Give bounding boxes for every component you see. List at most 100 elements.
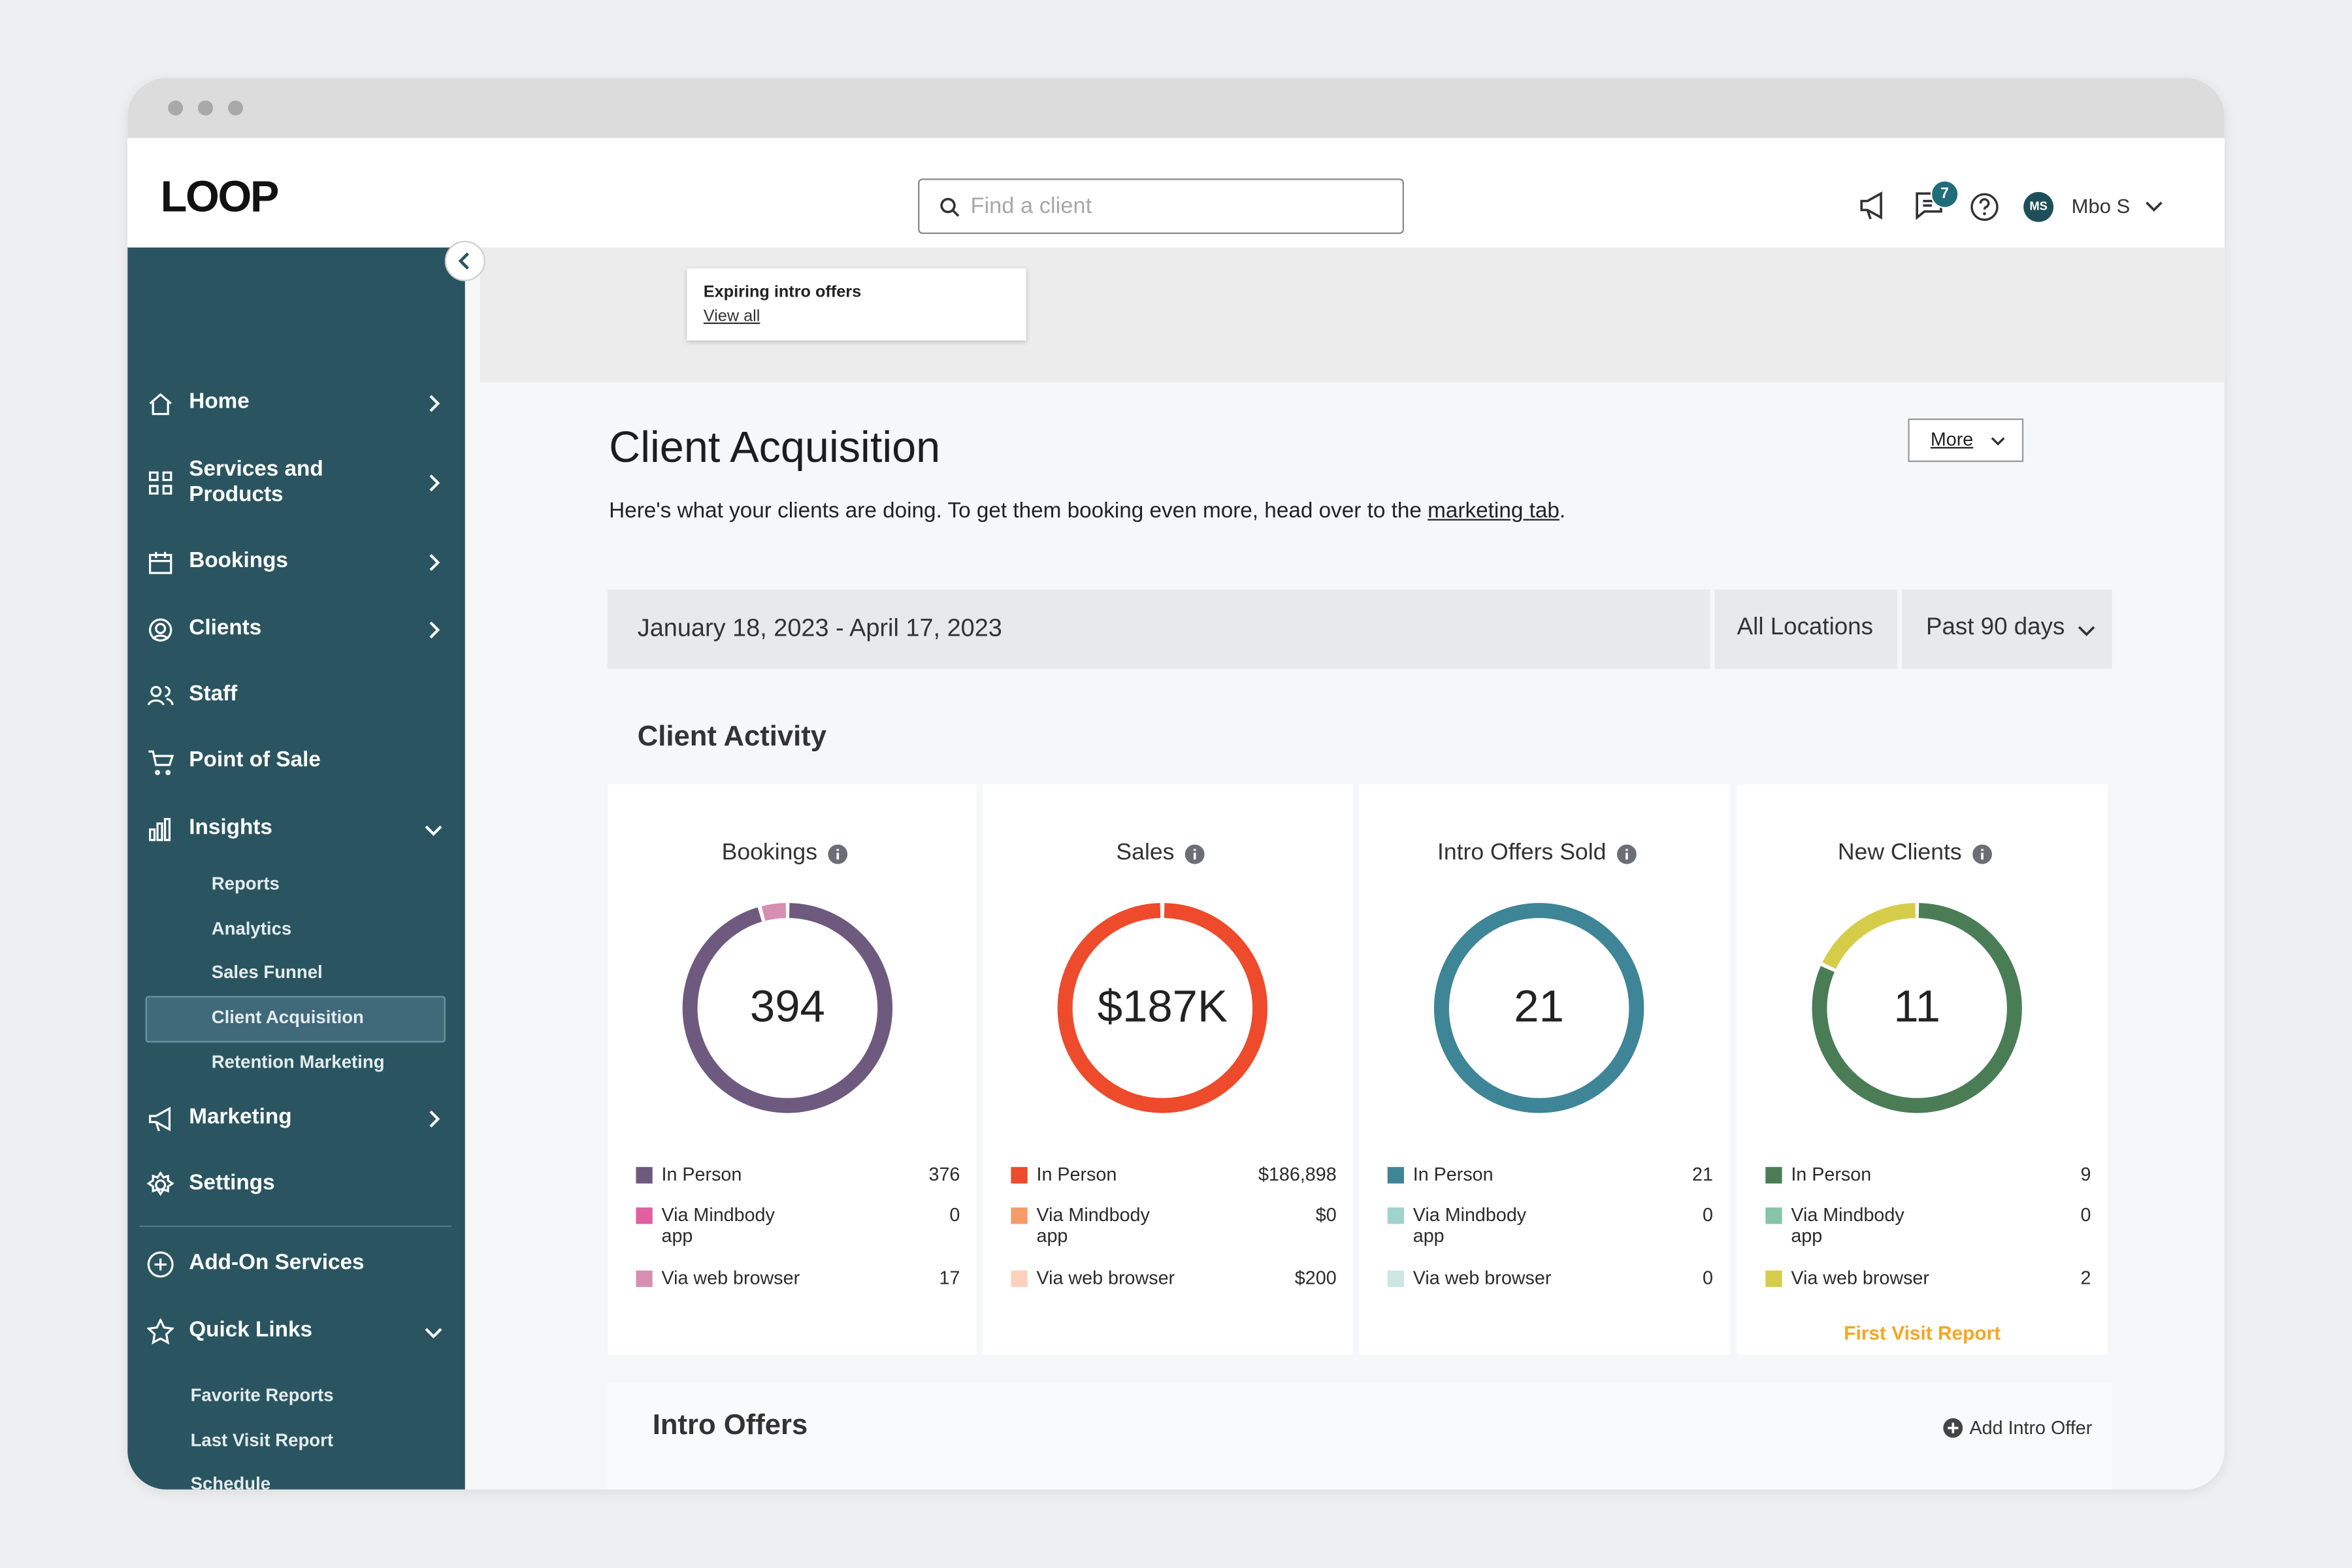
icon-path (148, 1106, 171, 1132)
search-placeholder: Find a client (970, 193, 1092, 220)
period-filter[interactable]: Past 90 days (1902, 589, 2112, 669)
nav-subitem[interactable]: Sales Funnel (211, 961, 323, 983)
nav-icon (148, 471, 172, 495)
nav-subitem[interactable]: Last Visit Report (190, 1429, 334, 1451)
add-intro-offer[interactable]: Add Intro Offer (1969, 1417, 2093, 1439)
user-name[interactable]: Mbo S (2071, 195, 2131, 218)
card-heading: Bookings (600, 840, 969, 867)
nav-item[interactable]: Home (189, 389, 250, 414)
donut-segment (1057, 903, 1268, 1113)
legend-name: Via web browser (1036, 1267, 1175, 1289)
info-icon[interactable] (828, 843, 847, 864)
subtitle-link[interactable]: marketing tab (1428, 499, 1560, 524)
donut-segment (682, 903, 893, 1113)
title-bar (127, 78, 2225, 139)
nav-item[interactable]: Marketing (189, 1105, 292, 1130)
donut-segment (1057, 903, 1268, 1113)
legend-swatch (1011, 1207, 1028, 1224)
legend-swatch (636, 1207, 653, 1224)
card-heading: Sales (975, 840, 1345, 867)
icon-path (149, 618, 172, 642)
legend-swatch (1765, 1207, 1782, 1224)
nav-chevron (425, 825, 442, 836)
chevron-path (429, 474, 440, 492)
info-icon[interactable] (1972, 843, 1992, 864)
intro-title: Intro Offers (652, 1410, 808, 1442)
location-filter[interactable]: All Locations (1714, 589, 1898, 669)
active-highlight (145, 996, 446, 1043)
nav-item[interactable]: Settings (189, 1171, 275, 1196)
legend-value: 17 (939, 1267, 960, 1289)
search-box[interactable]: Find a client (918, 178, 1404, 235)
donut-total: 11 (1893, 982, 1940, 1032)
donut-segment (682, 903, 893, 1113)
legend-name: Via Mindbody app (1791, 1204, 1904, 1247)
info-icon[interactable] (1184, 843, 1205, 864)
icon-path (148, 817, 171, 841)
legend-swatch (1765, 1167, 1782, 1184)
donut-segment (1812, 903, 2022, 1113)
nav-item[interactable]: Bookings (189, 549, 288, 574)
announce-icon[interactable] (1859, 191, 1889, 221)
first-visit-link[interactable]: First Visit Report (1844, 1321, 2001, 1345)
nav-item[interactable]: Add-On Services (189, 1250, 365, 1275)
date-range: January 18, 2023 - April 17, 2023 (637, 615, 1002, 642)
help-icon[interactable] (1970, 192, 2000, 222)
nav-subitem[interactable]: Client Acquisition (211, 1006, 364, 1028)
banner-card: Expiring intro offers View all (687, 268, 1026, 341)
collapse-button[interactable] (442, 238, 487, 284)
nav-subitem[interactable]: Favorite Reports (190, 1384, 334, 1406)
location: All Locations (1737, 615, 1873, 641)
banner-link[interactable]: View all (703, 307, 760, 326)
donut-total: $187K (1097, 982, 1228, 1032)
window: LOOP Find a client 7 MS Mbo S Home Servic… (127, 78, 2225, 1490)
nav-item[interactable]: Services and Products (189, 457, 323, 508)
nav-subitem[interactable]: Reports (211, 873, 280, 894)
nav-item[interactable]: Clients (189, 616, 262, 641)
chevron-path (425, 825, 442, 836)
nav-chevron (429, 554, 440, 571)
nav-chevron (429, 1110, 440, 1128)
nav-item[interactable]: Quick Links (189, 1318, 313, 1343)
icon-path (147, 685, 174, 706)
legend-value: 0 (2080, 1204, 2091, 1226)
nav-item[interactable]: Insights (189, 815, 272, 840)
nav-subitem[interactable]: Retention Marketing (211, 1051, 385, 1073)
nav-subitem[interactable]: Schedule (190, 1473, 271, 1490)
donut-segment (1433, 903, 1644, 1113)
nav-icon (149, 393, 172, 416)
logo: LOOP (160, 174, 280, 222)
card-title: Sales (1116, 840, 1175, 866)
donut (682, 903, 893, 1113)
avatar[interactable]: MS (2023, 191, 2054, 222)
user-chevron (2146, 201, 2163, 212)
donut-segment (1433, 903, 1644, 1113)
icon-path (148, 471, 172, 495)
card-title: Intro Offers Sold (1437, 840, 1607, 866)
icon-path (148, 750, 174, 776)
more-label: More (1930, 429, 1974, 450)
nav-item[interactable]: Point of Sale (189, 748, 321, 773)
donut (1433, 903, 1644, 1113)
intro-panel: Intro Offers Add Intro Offer (607, 1382, 2112, 1490)
notification-badge: 7 (1930, 180, 1959, 209)
nav-icon (147, 685, 174, 706)
nav-item[interactable]: Staff (189, 682, 238, 707)
legend-value: 376 (928, 1164, 960, 1185)
subtitle-end: . (1559, 499, 1566, 524)
info-circle (1184, 843, 1205, 864)
info-icon[interactable] (1616, 843, 1637, 864)
donut-segment (1812, 903, 2022, 1113)
donut-segment (1812, 903, 2022, 1113)
stat-card: Bookings 394 In Person 376 Via Mindbody app 0… (607, 784, 977, 1355)
more-button[interactable]: More (1908, 418, 2024, 463)
legend-value: $200 (1294, 1267, 1337, 1289)
legend-value: $186,898 (1258, 1164, 1337, 1185)
nav-subitem[interactable]: Analytics (211, 918, 292, 939)
nav-chevron (425, 1328, 442, 1339)
legend-name: In Person (661, 1164, 742, 1185)
date-filter[interactable]: January 18, 2023 - April 17, 2023 (607, 589, 1710, 669)
legend-value: 0 (1702, 1204, 1713, 1226)
